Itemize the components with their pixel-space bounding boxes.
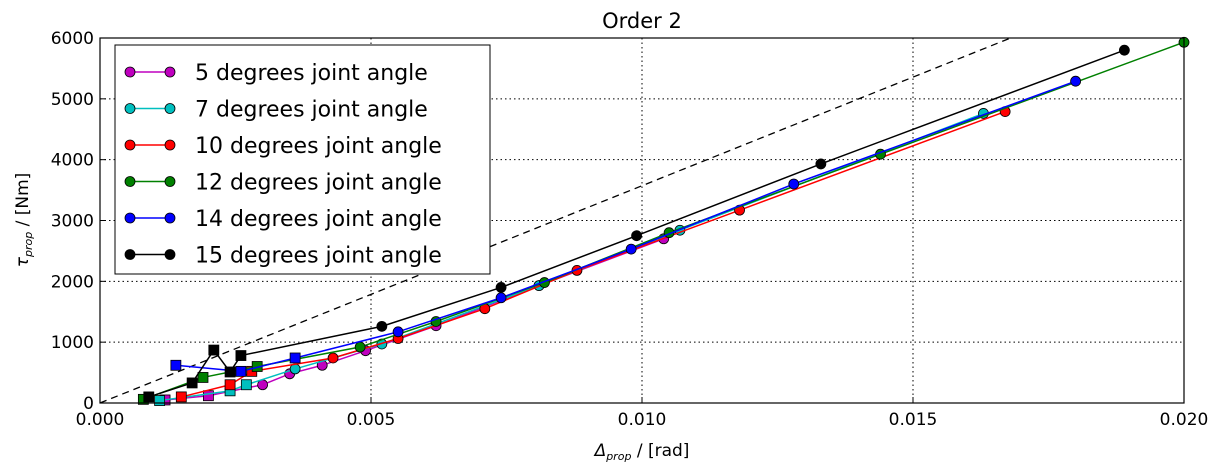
circle-marker bbox=[327, 352, 339, 364]
legend-label: 5 degrees joint angle bbox=[195, 61, 428, 86]
circle-marker bbox=[625, 243, 637, 255]
legend-label: 7 degrees joint angle bbox=[195, 98, 428, 123]
series-line bbox=[148, 49, 1125, 398]
chart-title: Order 2 bbox=[602, 9, 682, 33]
x-label-subscript: prop bbox=[605, 450, 631, 463]
square-marker bbox=[240, 379, 252, 391]
legend-marker bbox=[124, 176, 136, 187]
y-tick-label: 0 bbox=[83, 394, 94, 414]
x-label-unit: / [rad] bbox=[631, 441, 689, 461]
y-tick-label: 3000 bbox=[51, 212, 94, 232]
x-axis-label: Δprop / [rad] bbox=[593, 441, 690, 463]
circle-marker bbox=[631, 230, 642, 242]
reference-line bbox=[100, 38, 1011, 403]
circle-marker bbox=[788, 178, 800, 190]
legend-label: 12 degrees joint angle bbox=[195, 171, 442, 196]
square-marker bbox=[235, 365, 247, 377]
x-tick-label: 0.010 bbox=[618, 410, 667, 430]
legend-marker bbox=[164, 139, 176, 151]
square-marker bbox=[154, 395, 166, 406]
x-tick-label: 0.020 bbox=[1160, 410, 1209, 430]
y-tick-label: 2000 bbox=[51, 272, 94, 292]
y-label-subscript: prop bbox=[22, 232, 35, 258]
legend-marker bbox=[164, 103, 176, 114]
circle-marker bbox=[815, 158, 827, 170]
legend-marker bbox=[124, 139, 136, 151]
square-marker bbox=[208, 344, 220, 356]
y-tick-label: 4000 bbox=[51, 151, 94, 171]
x-label-symbol: Δ bbox=[593, 441, 607, 461]
legend-marker bbox=[164, 212, 176, 224]
legend-marker bbox=[164, 249, 176, 260]
y-axis-label: τprop / [Nm] bbox=[13, 173, 35, 268]
circle-marker bbox=[354, 341, 366, 353]
legend-label: 10 degrees joint angle bbox=[195, 134, 442, 159]
square-marker bbox=[224, 379, 236, 391]
square-marker bbox=[175, 391, 187, 403]
square-marker bbox=[197, 372, 209, 383]
square-marker bbox=[235, 350, 247, 361]
circle-marker bbox=[495, 292, 507, 304]
x-tick-label: 0.015 bbox=[889, 410, 938, 430]
y-label-unit: / [Nm] bbox=[13, 173, 33, 232]
square-marker bbox=[186, 377, 198, 389]
y-label-symbol: τ bbox=[13, 256, 33, 267]
x-tick-label: 0.000 bbox=[76, 410, 125, 430]
plot-frame bbox=[99, 37, 1185, 404]
circle-marker bbox=[1118, 44, 1130, 56]
circle-marker bbox=[495, 282, 507, 293]
y-tick-label: 6000 bbox=[51, 29, 94, 49]
legend-marker bbox=[164, 66, 176, 78]
square-marker bbox=[170, 359, 182, 371]
square-marker bbox=[224, 366, 236, 378]
legend-label: 15 degrees joint angle bbox=[195, 244, 442, 269]
x-tick-label: 0.005 bbox=[347, 410, 396, 430]
circle-marker bbox=[1070, 75, 1081, 87]
y-tick-label: 1000 bbox=[51, 333, 94, 353]
y-tick-label: 5000 bbox=[51, 90, 94, 110]
circle-marker bbox=[392, 326, 404, 338]
legend-marker bbox=[124, 103, 136, 114]
legend-marker bbox=[124, 212, 136, 224]
series-line bbox=[175, 80, 1076, 373]
legend-marker bbox=[164, 176, 176, 187]
circle-marker bbox=[376, 320, 388, 332]
legend-label: 14 degrees joint angle bbox=[195, 207, 442, 232]
square-marker bbox=[289, 352, 301, 364]
square-marker bbox=[143, 391, 155, 403]
legend-box bbox=[114, 44, 491, 275]
legend-marker bbox=[124, 66, 136, 78]
legend-marker bbox=[124, 249, 136, 260]
square-marker bbox=[202, 390, 214, 402]
